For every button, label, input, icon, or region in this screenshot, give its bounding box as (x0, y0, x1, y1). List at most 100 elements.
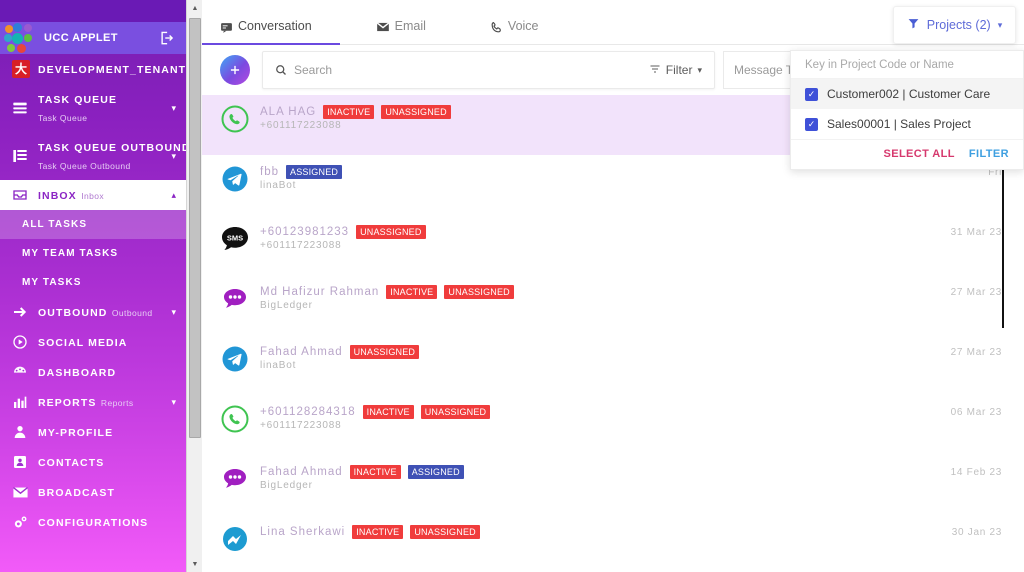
search-input[interactable] (294, 63, 641, 77)
sidebar-item-outbound[interactable]: OUTBOUND Outbound ▾ (0, 297, 186, 327)
search-box[interactable]: Filter ▾ (262, 51, 715, 89)
chevron-down-icon[interactable]: ▾ (171, 150, 176, 161)
sidebar-brand[interactable]: UCC APPLET (0, 22, 186, 54)
conversation-name: Fahad Ahmad (260, 346, 343, 358)
status-badge: UNASSIGNED (420, 405, 491, 419)
conversation-row[interactable]: Md Hafizur Rahman INACTIVE UNASSIGNED Bi… (202, 275, 1024, 335)
project-search-input[interactable] (805, 58, 1009, 71)
tab-label: Email (394, 19, 426, 33)
sidebar-item-label: MY-PROFILE (38, 427, 114, 439)
conversation-row[interactable]: Fahad Ahmad UNASSIGNED linaBot 27 Mar 23 (202, 335, 1024, 395)
tab-label: Voice (507, 19, 539, 33)
sidebar-item-label: REPORTS (38, 397, 97, 409)
tab-label: Conversation (238, 19, 312, 33)
chevron-down-icon[interactable]: ▾ (171, 102, 176, 113)
sidebar-item-label: SOCIAL MEDIA (38, 337, 128, 349)
conversation-date: 30 Jan 23 (951, 527, 1002, 538)
conversation-date: 27 Mar 23 (950, 347, 1002, 358)
tab-email[interactable]: Email (376, 0, 440, 44)
conversation-date: 27 Mar 23 (950, 287, 1002, 298)
sidebar-item-my-tasks[interactable]: MY TASKS (22, 277, 82, 288)
sidebar-item-inbox[interactable]: INBOX Inbox ▴ (0, 180, 186, 210)
sidebar-item-sublabel: Task Queue Outbound (38, 161, 131, 171)
tab-conversation[interactable]: Conversation (202, 0, 340, 45)
sidebar-item-broadcast[interactable]: BROADCAST (0, 477, 186, 507)
project-option-customer002[interactable]: ✓ Customer002 | Customer Care (791, 79, 1023, 109)
project-option-sales00001[interactable]: ✓ Sales00001 | Sales Project (791, 109, 1023, 139)
sidebar-item-label: INBOX (38, 190, 77, 202)
status-badge: ASSIGNED (286, 165, 343, 179)
phone-icon (490, 21, 503, 34)
scrollbar-thumb[interactable] (189, 18, 201, 438)
sidebar-scrollbar[interactable]: ▲ ▼ (186, 0, 203, 572)
sidebar-item-contacts[interactable]: CONTACTS (0, 447, 186, 477)
telegram-icon (220, 164, 250, 194)
text-cursor (1002, 168, 1004, 328)
tenant-icon: 大 (12, 60, 38, 78)
apply-filter-button[interactable]: FILTER (968, 148, 1009, 160)
conversation-subtitle: +601117223088 (260, 420, 342, 431)
conversation-name: +601128284318 (260, 406, 356, 418)
sidebar-item-social-media[interactable]: SOCIAL MEDIA (0, 327, 186, 357)
conversation-row[interactable]: SMS +60123981233 UNASSIGNED +60111722308… (202, 215, 1024, 275)
gears-icon (12, 514, 38, 531)
sidebar-item-task-queue[interactable]: TASK QUEUE Task Queue ▾ (0, 84, 186, 132)
scroll-down-arrow-icon[interactable]: ▼ (187, 556, 203, 572)
projects-filter-button[interactable]: Projects (2) ▾ (893, 6, 1016, 44)
projects-dropdown-panel: ✓ Customer002 | Customer Care ✓ Sales000… (790, 50, 1024, 170)
conversation-date: Fri (988, 167, 1002, 178)
conversation-name: +60123981233 (260, 226, 350, 238)
conversation-date: 14 Feb 23 (950, 467, 1002, 478)
conversation-name: Md Hafizur Rahman (260, 286, 380, 298)
conversation-subtitle: +601117223088 (260, 120, 342, 131)
filter-lines-icon (649, 63, 661, 78)
gauge-icon (12, 364, 38, 380)
whatsapp-icon (220, 104, 250, 134)
sidebar-item-label: DEVELOPMENT_TENANT (38, 64, 186, 76)
sidebar-item-configurations[interactable]: CONFIGURATIONS (0, 507, 186, 537)
sidebar-item-reports[interactable]: REPORTS Reports ▾ (0, 387, 186, 417)
chevron-down-icon[interactable]: ▾ (171, 306, 176, 317)
logout-icon[interactable] (159, 31, 174, 46)
status-badge: UNASSIGNED (356, 225, 426, 239)
conversation-row[interactable]: Fahad Ahmad INACTIVE ASSIGNED BigLedger … (202, 455, 1024, 515)
filter-button[interactable]: Filter ▾ (641, 63, 702, 78)
list-lines-icon (12, 148, 38, 164)
conversation-row[interactable]: Lina Sherkawi INACTIVE UNASSIGNED 30 Jan… (202, 515, 1024, 572)
sidebar-item-sublabel: Outbound (111, 308, 153, 318)
status-badge: UNASSIGNED (444, 285, 514, 299)
scroll-up-arrow-icon[interactable]: ▲ (187, 0, 203, 16)
sidebar-item-dashboard[interactable]: DASHBOARD (0, 357, 186, 387)
status-badge: INACTIVE (323, 105, 375, 119)
add-conversation-button[interactable] (220, 55, 250, 85)
status-badge: UNASSIGNED (349, 345, 420, 359)
conversation-name: fbb (260, 166, 279, 178)
checkbox-checked-icon[interactable]: ✓ (805, 87, 818, 101)
project-search-box[interactable] (791, 51, 1023, 79)
contact-card-icon (12, 454, 38, 470)
sidebar-item-all-tasks[interactable]: ALL TASKS (0, 210, 186, 239)
status-badge: INACTIVE (386, 285, 438, 299)
status-badge: UNASSIGNED (410, 525, 480, 539)
sidebar-item-tenant[interactable]: 大 DEVELOPMENT_TENANT (0, 54, 186, 84)
channel-tabs: Conversation Email Voice (202, 0, 1024, 45)
status-badge: ASSIGNED (407, 465, 464, 479)
chat-bubble-icon (220, 464, 250, 494)
select-all-button[interactable]: SELECT ALL (883, 148, 955, 160)
svg-text:SMS: SMS (227, 234, 243, 243)
chevron-up-icon[interactable]: ▴ (171, 189, 176, 200)
projects-button-label: Projects (2) (926, 18, 991, 32)
conversation-row[interactable]: +601128284318 INACTIVE UNASSIGNED +60111… (202, 395, 1024, 455)
sidebar-item-my-profile[interactable]: MY-PROFILE (0, 417, 186, 447)
sidebar-item-task-queue-outbound[interactable]: TASK QUEUE OUTBOUND Task Queue Outbound … (0, 132, 186, 180)
checkbox-checked-icon[interactable]: ✓ (805, 117, 818, 131)
chevron-down-icon[interactable]: ▾ (171, 396, 176, 407)
conversation-row[interactable]: fbb ASSIGNED linaBot Fri (202, 155, 1024, 215)
arrow-right-icon (12, 304, 38, 320)
status-badge: INACTIVE (362, 405, 414, 419)
conversation-subtitle: linaBot (260, 360, 297, 371)
tab-voice[interactable]: Voice (490, 0, 553, 44)
sidebar-item-my-team-tasks[interactable]: MY TEAM TASKS (22, 248, 119, 259)
search-icon (275, 64, 287, 76)
